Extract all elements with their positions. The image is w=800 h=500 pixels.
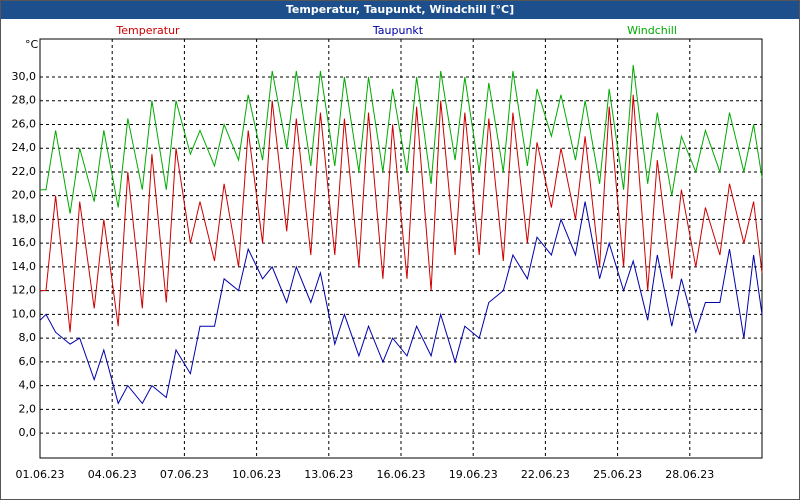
y-tick-label: 24,0 [12, 141, 37, 154]
series-line [40, 94, 763, 333]
y-tick-label: 28,0 [12, 94, 37, 107]
y-tick-label: 0,0 [19, 426, 37, 439]
x-tick-label: 04.06.23 [88, 468, 137, 481]
x-tick-label: 16.06.23 [377, 468, 426, 481]
y-tick-label: 8,0 [19, 331, 37, 344]
chart-title: Temperatur, Taupunkt, Windchill [°C] [286, 3, 514, 16]
y-unit: °C [25, 38, 39, 51]
y-tick-label: 14,0 [12, 260, 37, 273]
y-tick-label: 18,0 [12, 212, 37, 225]
y-tick-label: 26,0 [12, 117, 37, 130]
y-tick-label: 6,0 [19, 355, 37, 368]
x-tick-label: 13.06.23 [304, 468, 353, 481]
x-tick-label: 07.06.23 [160, 468, 209, 481]
legend-entry: Windchill [627, 24, 677, 37]
legend-entry: Temperatur [115, 24, 180, 37]
legend-entry: Taupunkt [372, 24, 424, 37]
y-tick-label: 10,0 [12, 307, 37, 320]
series-line [39, 201, 763, 405]
x-tick-label: 28.06.23 [665, 468, 714, 481]
y-tick-label: 20,0 [12, 189, 37, 202]
series-line [40, 65, 763, 214]
y-tick-label: 4,0 [19, 379, 37, 392]
title-bar [1, 1, 799, 19]
x-tick-label: 19.06.23 [449, 468, 498, 481]
x-tick-label: 01.06.23 [16, 468, 65, 481]
x-tick-label: 25.06.23 [593, 468, 642, 481]
y-tick-label: 2,0 [19, 402, 37, 415]
y-tick-label: 22,0 [12, 165, 37, 178]
x-tick-label: 22.06.23 [521, 468, 570, 481]
x-tick-label: 10.06.23 [232, 468, 281, 481]
y-tick-label: 16,0 [12, 236, 37, 249]
y-tick-label: 12,0 [12, 284, 37, 297]
y-tick-label: 30,0 [12, 70, 37, 83]
